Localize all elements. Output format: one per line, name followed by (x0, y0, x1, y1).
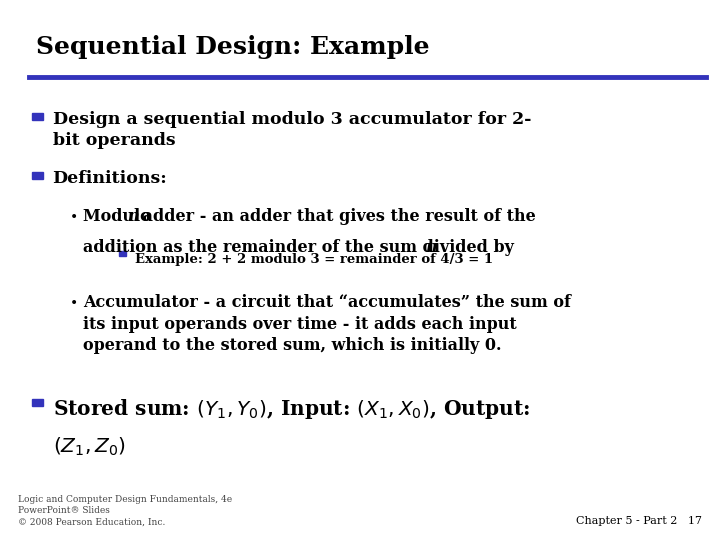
Text: Accumulator - a circuit that “accumulates” the sum of
its input operands over ti: Accumulator - a circuit that “accumulate… (83, 294, 571, 354)
Text: Chapter 5 - Part 2   17: Chapter 5 - Part 2 17 (576, 516, 702, 526)
Text: •: • (70, 211, 78, 225)
Text: •: • (70, 297, 78, 311)
FancyBboxPatch shape (32, 399, 43, 406)
Text: addition as the remainder of the sum divided by: addition as the remainder of the sum div… (83, 239, 519, 256)
Text: Design a sequential modulo 3 accumulator for 2-
bit operands: Design a sequential modulo 3 accumulator… (53, 111, 531, 149)
Text: adder - an adder that gives the result of the: adder - an adder that gives the result o… (137, 208, 536, 225)
Text: n: n (426, 239, 437, 256)
Text: Definitions:: Definitions: (53, 170, 167, 187)
FancyBboxPatch shape (119, 251, 126, 255)
Text: n: n (127, 208, 139, 225)
FancyBboxPatch shape (32, 112, 43, 119)
Text: Modulo: Modulo (83, 208, 156, 225)
Text: $(Z_1,Z_0)$: $(Z_1,Z_0)$ (53, 436, 125, 458)
FancyBboxPatch shape (32, 172, 43, 179)
Text: Logic and Computer Design Fundamentals, 4e
PowerPoint® Slides
© 2008 Pearson Edu: Logic and Computer Design Fundamentals, … (18, 495, 232, 526)
Text: Stored sum: $(Y_1,Y_0)$, Input: $(X_1,X_0)$, Output:: Stored sum: $(Y_1,Y_0)$, Input: $(X_1,X_… (53, 397, 530, 421)
Text: Sequential Design: Example: Sequential Design: Example (36, 35, 430, 59)
Text: Example: 2 + 2 modulo 3 = remainder of 4/3 = 1: Example: 2 + 2 modulo 3 = remainder of 4… (135, 253, 492, 266)
